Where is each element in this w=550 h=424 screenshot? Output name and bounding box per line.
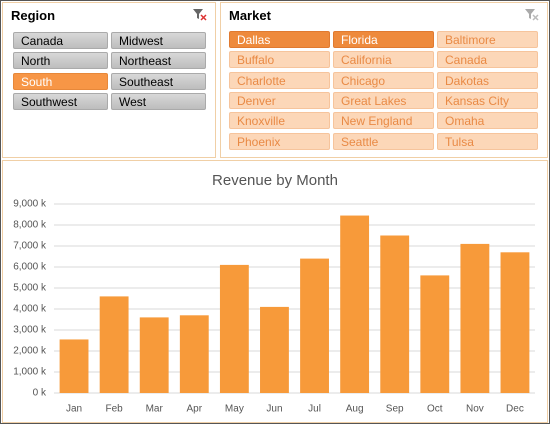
region-slicer: Region Canada Midwest North Northeast South S… xyxy=(2,2,216,158)
slicer-item[interactable]: Great Lakes xyxy=(333,91,434,109)
bar xyxy=(179,315,209,393)
slicer-item[interactable]: Buffalo xyxy=(229,51,330,69)
chart: Revenue by Month 0 k 1,000 k 2,000 k 3,000 … xyxy=(13,172,535,415)
bar xyxy=(300,258,329,393)
y-tick-label: 8,000 k xyxy=(13,220,47,231)
bar xyxy=(460,243,490,393)
slicer-title: Market xyxy=(229,8,271,23)
slicer-item[interactable]: Dallas xyxy=(229,31,330,48)
x-tick-label: Apr xyxy=(187,404,203,415)
chart-panel: Revenue by Month 0 k 1,000 k 2,000 k 3,000 … xyxy=(2,160,548,423)
bar xyxy=(420,275,450,393)
x-tick-label: Jan xyxy=(66,404,82,415)
chart-title: Revenue by Month xyxy=(212,172,338,189)
slicer-item[interactable]: Canada xyxy=(437,51,538,69)
slicer-item[interactable]: Seattle xyxy=(333,132,434,150)
bar xyxy=(219,264,249,393)
bar xyxy=(500,252,530,393)
slicer-item[interactable]: Dakotas xyxy=(437,71,538,89)
y-tick-label: 5,000 k xyxy=(13,283,47,294)
slicer-item[interactable]: Phoenix xyxy=(229,132,330,150)
bar xyxy=(260,306,289,393)
slicer-item[interactable]: Baltimore xyxy=(437,31,538,48)
x-tick-label: Nov xyxy=(466,404,484,415)
slicer-item[interactable]: Knoxville xyxy=(229,112,330,130)
slicer-item[interactable]: Chicago xyxy=(333,71,434,89)
x-tick-label: Jul xyxy=(308,404,321,415)
x-tick-label: Aug xyxy=(346,404,364,415)
y-tick-label: 0 k xyxy=(33,388,47,399)
x-tick-label: Mar xyxy=(146,404,164,415)
y-tick-label: 3,000 k xyxy=(13,325,47,336)
bar xyxy=(59,339,89,393)
y-tick-label: 4,000 k xyxy=(13,304,47,315)
slicer-item[interactable]: Northeast xyxy=(111,52,206,70)
slicer-title: Region xyxy=(11,8,56,23)
x-tick-label: Feb xyxy=(106,404,124,415)
y-tick-label: 2,000 k xyxy=(13,346,47,357)
slicer-item[interactable]: California xyxy=(333,51,434,69)
bar xyxy=(380,235,410,393)
slicer-item[interactable]: Tulsa xyxy=(437,132,538,150)
y-tick-label: 6,000 k xyxy=(13,262,47,273)
bar xyxy=(340,215,370,393)
x-tick-label: Dec xyxy=(506,404,524,415)
x-tick-label: Sep xyxy=(386,404,404,415)
slicer-item[interactable]: Midwest xyxy=(111,32,206,49)
x-tick-label: Oct xyxy=(427,404,443,415)
bar xyxy=(99,296,129,393)
y-tick-label: 1,000 k xyxy=(13,367,47,378)
clear-filter-icon[interactable] xyxy=(523,7,539,21)
slicer-item[interactable]: North xyxy=(13,52,108,70)
bar xyxy=(139,317,169,393)
slicer-item[interactable]: South xyxy=(13,72,108,90)
slicer-item[interactable]: Southeast xyxy=(111,72,206,90)
market-slicer: Market Dallas Florida Baltimore Buffalo Cali… xyxy=(220,2,548,158)
y-tick-label: 7,000 k xyxy=(13,241,47,252)
slicer-item[interactable]: Canada xyxy=(13,32,108,49)
slicer-item[interactable]: Omaha xyxy=(437,112,538,130)
slicer-item[interactable]: West xyxy=(111,92,206,110)
slicer-item[interactable]: Southwest xyxy=(13,92,108,110)
slicer-item[interactable]: Florida xyxy=(333,31,434,48)
slicer-item[interactable]: Denver xyxy=(229,91,330,109)
slicer-item[interactable]: Charlotte xyxy=(229,71,330,89)
slicer-item[interactable]: Kansas City xyxy=(437,91,538,109)
y-tick-label: 9,000 k xyxy=(13,199,47,210)
x-tick-label: Jun xyxy=(266,404,282,415)
clear-filter-icon[interactable] xyxy=(191,7,207,21)
slicer-item[interactable]: New England xyxy=(333,112,434,130)
x-tick-label: May xyxy=(225,404,244,415)
